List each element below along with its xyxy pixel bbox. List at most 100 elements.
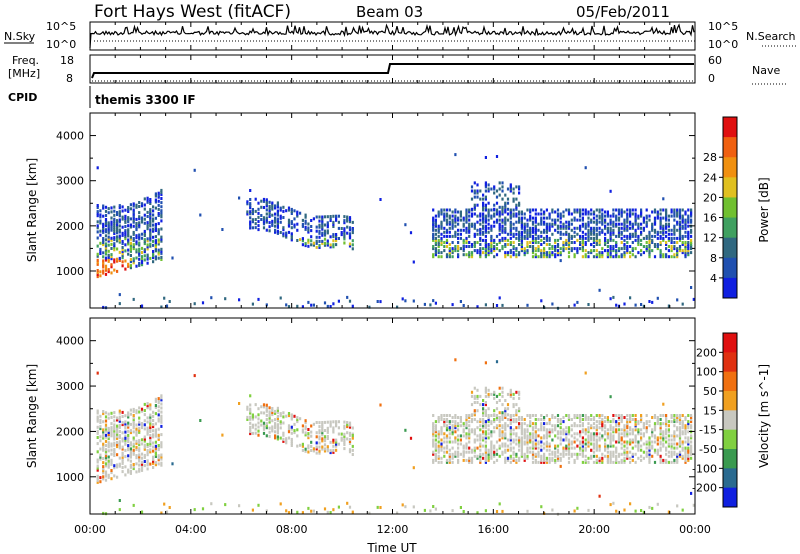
power-cell (659, 236, 662, 240)
velocity-cell (529, 436, 532, 440)
velocity-cell (124, 438, 127, 442)
power-cell (612, 228, 615, 232)
colorbar-tick: 15 (703, 404, 717, 417)
power-cell (121, 248, 124, 252)
power-cell (484, 218, 487, 222)
power-cell (534, 228, 537, 232)
velocity-cell (443, 450, 446, 454)
velocity-cell (604, 448, 607, 452)
power-cell (121, 233, 124, 237)
power-cell (520, 212, 523, 216)
velocity-cell (96, 419, 99, 423)
power-cell (609, 220, 612, 224)
power-cell (645, 216, 648, 220)
power-cell (107, 207, 110, 211)
power-cell (592, 249, 596, 253)
power-cell (529, 214, 532, 218)
velocity-cell (626, 420, 629, 424)
power-cell (104, 228, 108, 232)
power-cell (640, 208, 643, 212)
power-cell (124, 267, 127, 271)
power-cell (534, 218, 537, 222)
power-cell (127, 228, 130, 232)
velocity-cell (656, 422, 659, 426)
velocity-cell (534, 442, 537, 446)
velocity-cell (545, 422, 548, 426)
power-cell (670, 210, 673, 214)
power-cell (684, 226, 687, 230)
power-cell (140, 236, 144, 240)
velocity-cell (667, 510, 670, 514)
power-cell (681, 224, 684, 228)
power-cell (498, 210, 501, 214)
velocity-cell (504, 460, 507, 464)
power-cell (601, 255, 604, 259)
power-cell (323, 215, 327, 219)
velocity-cell (637, 456, 640, 460)
power-cell (276, 203, 279, 207)
power-cell (581, 208, 584, 212)
velocity-cell (590, 426, 593, 430)
velocity-cell (315, 447, 318, 451)
velocity-cell (565, 448, 568, 452)
power-cell (551, 251, 554, 255)
colorbar-tick: 8 (710, 252, 717, 265)
power-cell (498, 228, 501, 232)
velocity-cell (274, 426, 277, 430)
velocity-cell (617, 422, 621, 426)
power-cell (531, 230, 535, 234)
velocity-cell (484, 426, 487, 430)
velocity-cell (121, 415, 124, 418)
power-cell (282, 216, 285, 219)
power-cell (154, 224, 157, 228)
velocity-cell (102, 412, 105, 416)
power-cell (479, 236, 482, 240)
velocity-cell (437, 416, 440, 419)
power-cell (579, 234, 582, 238)
velocity-cell (440, 448, 443, 452)
power-cell (368, 305, 371, 309)
velocity-cell (556, 450, 560, 454)
velocity-cell (321, 433, 324, 437)
velocity-cell (509, 426, 512, 430)
velocity-cell (132, 452, 135, 456)
power-cell (606, 238, 609, 242)
power-cell (523, 222, 526, 226)
velocity-cell (146, 463, 149, 467)
power-cell (520, 230, 523, 234)
power-cell (462, 304, 465, 307)
power-cell (102, 230, 105, 234)
velocity-cell (523, 440, 526, 444)
velocity-cell (640, 454, 643, 458)
power-cell (124, 214, 127, 218)
power-cell (482, 218, 485, 222)
velocity-cell (470, 430, 474, 434)
velocity-cell (132, 438, 135, 442)
velocity-cell (443, 454, 446, 458)
power-cell (102, 228, 105, 232)
power-cell (601, 230, 604, 234)
power-cell (332, 214, 335, 218)
velocity-cell (149, 427, 152, 431)
power-cell (484, 208, 487, 212)
power-cell (351, 228, 354, 232)
power-cell (662, 226, 665, 230)
velocity-cell (343, 447, 346, 451)
velocity-cell (337, 420, 340, 424)
velocity-cell (138, 457, 141, 461)
velocity-cell (629, 428, 632, 432)
velocity-cell (124, 465, 127, 469)
power-cell (565, 247, 568, 251)
power-cell (676, 208, 679, 212)
power-cell (579, 214, 582, 218)
velocity-cell (590, 442, 593, 446)
velocity-cell (335, 422, 338, 426)
power-cell (432, 247, 435, 251)
velocity-cell (451, 416, 454, 419)
power-cell (606, 226, 609, 230)
power-cell (304, 219, 307, 223)
power-cell (149, 208, 152, 212)
power-cell (587, 228, 590, 232)
power-cell (667, 218, 670, 222)
velocity-cell (565, 452, 568, 456)
